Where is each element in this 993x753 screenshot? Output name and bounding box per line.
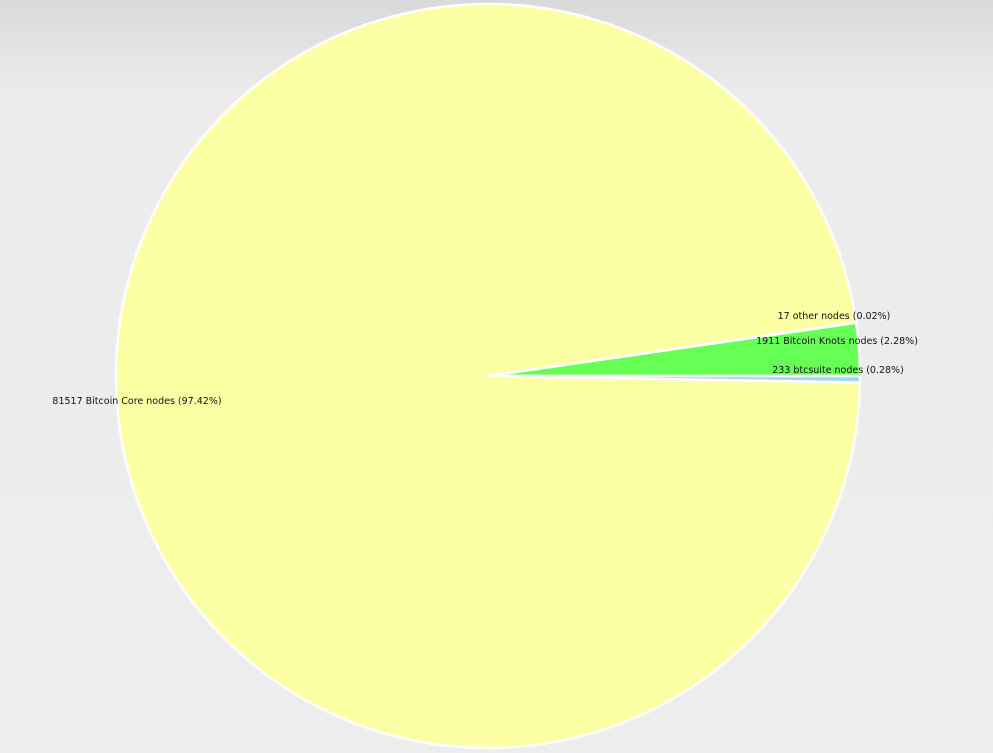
slice-label: 233 btcsuite nodes (0.28%)	[772, 365, 904, 376]
pie-slice	[486, 374, 862, 384]
slice-label: 17 other nodes (0.02%)	[778, 311, 891, 322]
slice-label: 1911 Bitcoin Knots nodes (2.28%)	[756, 336, 918, 347]
slice-label: 81517 Bitcoin Core nodes (97.42%)	[52, 396, 221, 407]
